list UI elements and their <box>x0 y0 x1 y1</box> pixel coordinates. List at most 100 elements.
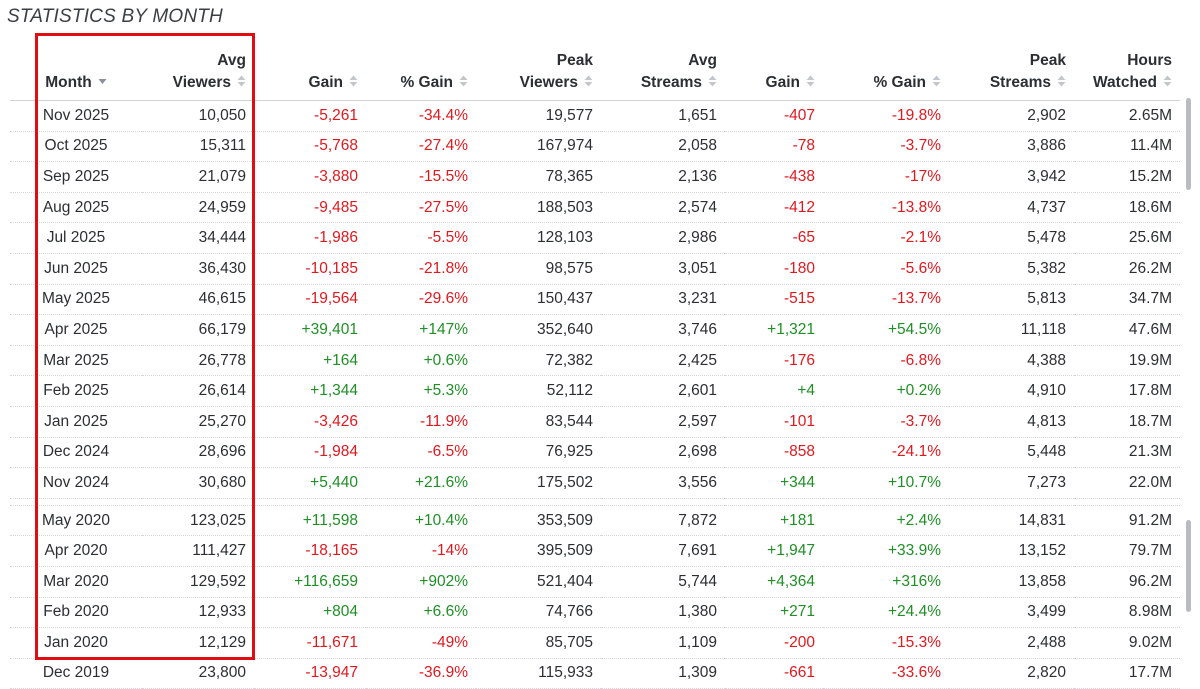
cell-viewers-gain: -10,185 <box>254 253 366 285</box>
cell-peak-viewers: 150,437 <box>476 284 601 316</box>
scrollbar-thumb-lower[interactable] <box>1186 520 1191 612</box>
cell-peak-streams: 13,858 <box>949 566 1074 598</box>
cell-avg-viewers: 66,179 <box>142 314 254 346</box>
cell-month: Aug 2025 <box>10 192 142 224</box>
cell-avg-streams: 1,309 <box>601 658 725 689</box>
cell-streams-percent-gain: -3.7% <box>823 406 949 438</box>
row-gap <box>10 498 1180 506</box>
cell-avg-streams: 5,744 <box>601 566 725 598</box>
table-row: May 2025 46,615 -19,564 -29.6% 150,437 3,231-… <box>10 284 1180 316</box>
cell-peak-streams: 5,478 <box>949 222 1074 254</box>
cell-hours-watched: 79.7M <box>1074 535 1180 567</box>
cell-peak-streams: 4,737 <box>949 192 1074 224</box>
column-header-viewers-percent-gain[interactable]: % Gain <box>366 38 476 101</box>
cell-peak-viewers: 175,502 <box>476 467 601 499</box>
table-row: Jan 2025 25,270 -3,426 -11.9% 83,544 2,597 -10… <box>10 406 1180 438</box>
cell-month: Feb 2020 <box>10 597 142 629</box>
column-header-label-line2: Watched <box>1092 74 1157 91</box>
cell-streams-percent-gain: -17% <box>823 161 949 193</box>
cell-avg-streams: 2,597 <box>601 406 725 438</box>
caret-down-icon[interactable] <box>98 74 107 88</box>
column-header-label-line2: Streams <box>640 74 702 91</box>
cell-peak-viewers: 188,503 <box>476 192 601 224</box>
sort-both-icon[interactable] <box>932 74 941 88</box>
column-header-label-line2: Gain <box>308 74 343 91</box>
cell-hours-watched: 2.65M <box>1074 100 1180 132</box>
cell-month: May 2020 <box>10 505 142 537</box>
cell-viewers-percent-gain: -34.4% <box>366 100 476 132</box>
column-header-month[interactable]: Month <box>10 38 142 101</box>
cell-peak-streams: 2,488 <box>949 627 1074 659</box>
column-header-label-line2: % Gain <box>873 74 926 91</box>
cell-avg-streams: 2,986 <box>601 222 725 254</box>
cell-viewers-percent-gain: -27.5% <box>366 192 476 224</box>
statistics-table: Month Avg Viewers Gain % Gain Peak Viewers Avg S… <box>10 38 1180 689</box>
cell-month: Apr 2020 <box>10 535 142 567</box>
cell-viewers-gain: +804 <box>254 597 366 629</box>
sort-both-icon[interactable] <box>708 74 717 88</box>
sort-both-icon[interactable] <box>349 74 358 88</box>
cell-viewers-percent-gain: -14% <box>366 535 476 567</box>
cell-hours-watched: 91.2M <box>1074 505 1180 537</box>
cell-viewers-percent-gain: +10.4% <box>366 505 476 537</box>
sort-both-icon[interactable] <box>459 74 468 88</box>
column-header-hours-watched[interactable]: Hours Watched <box>1074 38 1180 101</box>
cell-viewers-percent-gain: +6.6% <box>366 597 476 629</box>
sort-both-icon[interactable] <box>1057 74 1066 88</box>
cell-peak-viewers: 19,577 <box>476 100 601 132</box>
table-row: Apr 2025 66,179 +39,401 +147% 352,640 3,746 +1… <box>10 314 1180 346</box>
cell-hours-watched: 18.6M <box>1074 192 1180 224</box>
cell-hours-watched: 17.7M <box>1074 658 1180 689</box>
column-header-label-line1 <box>10 50 142 72</box>
column-header-label-line2: Month <box>45 74 92 91</box>
cell-streams-percent-gain: -13.7% <box>823 284 949 316</box>
column-header-peak-viewers[interactable]: Peak Viewers <box>476 38 601 101</box>
column-header-viewers-gain[interactable]: Gain <box>254 38 366 101</box>
table-header: Month Avg Viewers Gain % Gain Peak Viewers Avg S… <box>10 38 1180 101</box>
cell-peak-viewers: 521,404 <box>476 566 601 598</box>
column-header-avg-streams[interactable]: Avg Streams <box>601 38 725 101</box>
column-header-label-line1: Peak <box>556 52 593 69</box>
cell-streams-gain: -200 <box>725 627 823 659</box>
cell-avg-streams: 1,109 <box>601 627 725 659</box>
cell-peak-viewers: 98,575 <box>476 253 601 285</box>
cell-month: Nov 2024 <box>10 467 142 499</box>
cell-avg-viewers: 129,592 <box>142 566 254 598</box>
column-header-avg-viewers[interactable]: Avg Viewers <box>142 38 254 101</box>
cell-streams-gain: +344 <box>725 467 823 499</box>
sort-both-icon[interactable] <box>806 74 815 88</box>
cell-viewers-percent-gain: -5.5% <box>366 222 476 254</box>
cell-viewers-percent-gain: -49% <box>366 627 476 659</box>
cell-avg-viewers: 12,933 <box>142 597 254 629</box>
cell-hours-watched: 25.6M <box>1074 222 1180 254</box>
cell-month: Jun 2025 <box>10 253 142 285</box>
sort-both-icon[interactable] <box>584 74 593 88</box>
cell-month: Dec 2019 <box>10 658 142 689</box>
cell-month: May 2025 <box>10 284 142 316</box>
cell-viewers-percent-gain: +147% <box>366 314 476 346</box>
cell-peak-viewers: 352,640 <box>476 314 601 346</box>
column-header-streams-percent-gain[interactable]: % Gain <box>823 38 949 101</box>
cell-viewers-gain: -5,768 <box>254 131 366 163</box>
cell-peak-streams: 4,813 <box>949 406 1074 438</box>
cell-streams-gain: -661 <box>725 658 823 689</box>
cell-avg-viewers: 111,427 <box>142 535 254 567</box>
cell-viewers-percent-gain: +0.6% <box>366 345 476 377</box>
cell-peak-streams: 3,942 <box>949 161 1074 193</box>
cell-viewers-percent-gain: -36.9% <box>366 658 476 689</box>
cell-avg-streams: 1,380 <box>601 597 725 629</box>
scrollbar-thumb[interactable] <box>1186 98 1191 190</box>
column-header-peak-streams[interactable]: Peak Streams <box>949 38 1074 101</box>
sort-both-icon[interactable] <box>237 74 246 88</box>
cell-hours-watched: 19.9M <box>1074 345 1180 377</box>
cell-avg-streams: 3,231 <box>601 284 725 316</box>
cell-month: Sep 2025 <box>10 161 142 193</box>
column-header-streams-gain[interactable]: Gain <box>725 38 823 101</box>
column-header-label-line1: Peak <box>1029 52 1066 69</box>
cell-avg-viewers: 36,430 <box>142 253 254 285</box>
table-row: Sep 2025 21,079 -3,880 -15.5% 78,365 2,136 -43… <box>10 161 1180 193</box>
cell-streams-gain: +181 <box>725 505 823 537</box>
cell-streams-gain: +4,364 <box>725 566 823 598</box>
cell-hours-watched: 26.2M <box>1074 253 1180 285</box>
sort-both-icon[interactable] <box>1163 74 1172 88</box>
